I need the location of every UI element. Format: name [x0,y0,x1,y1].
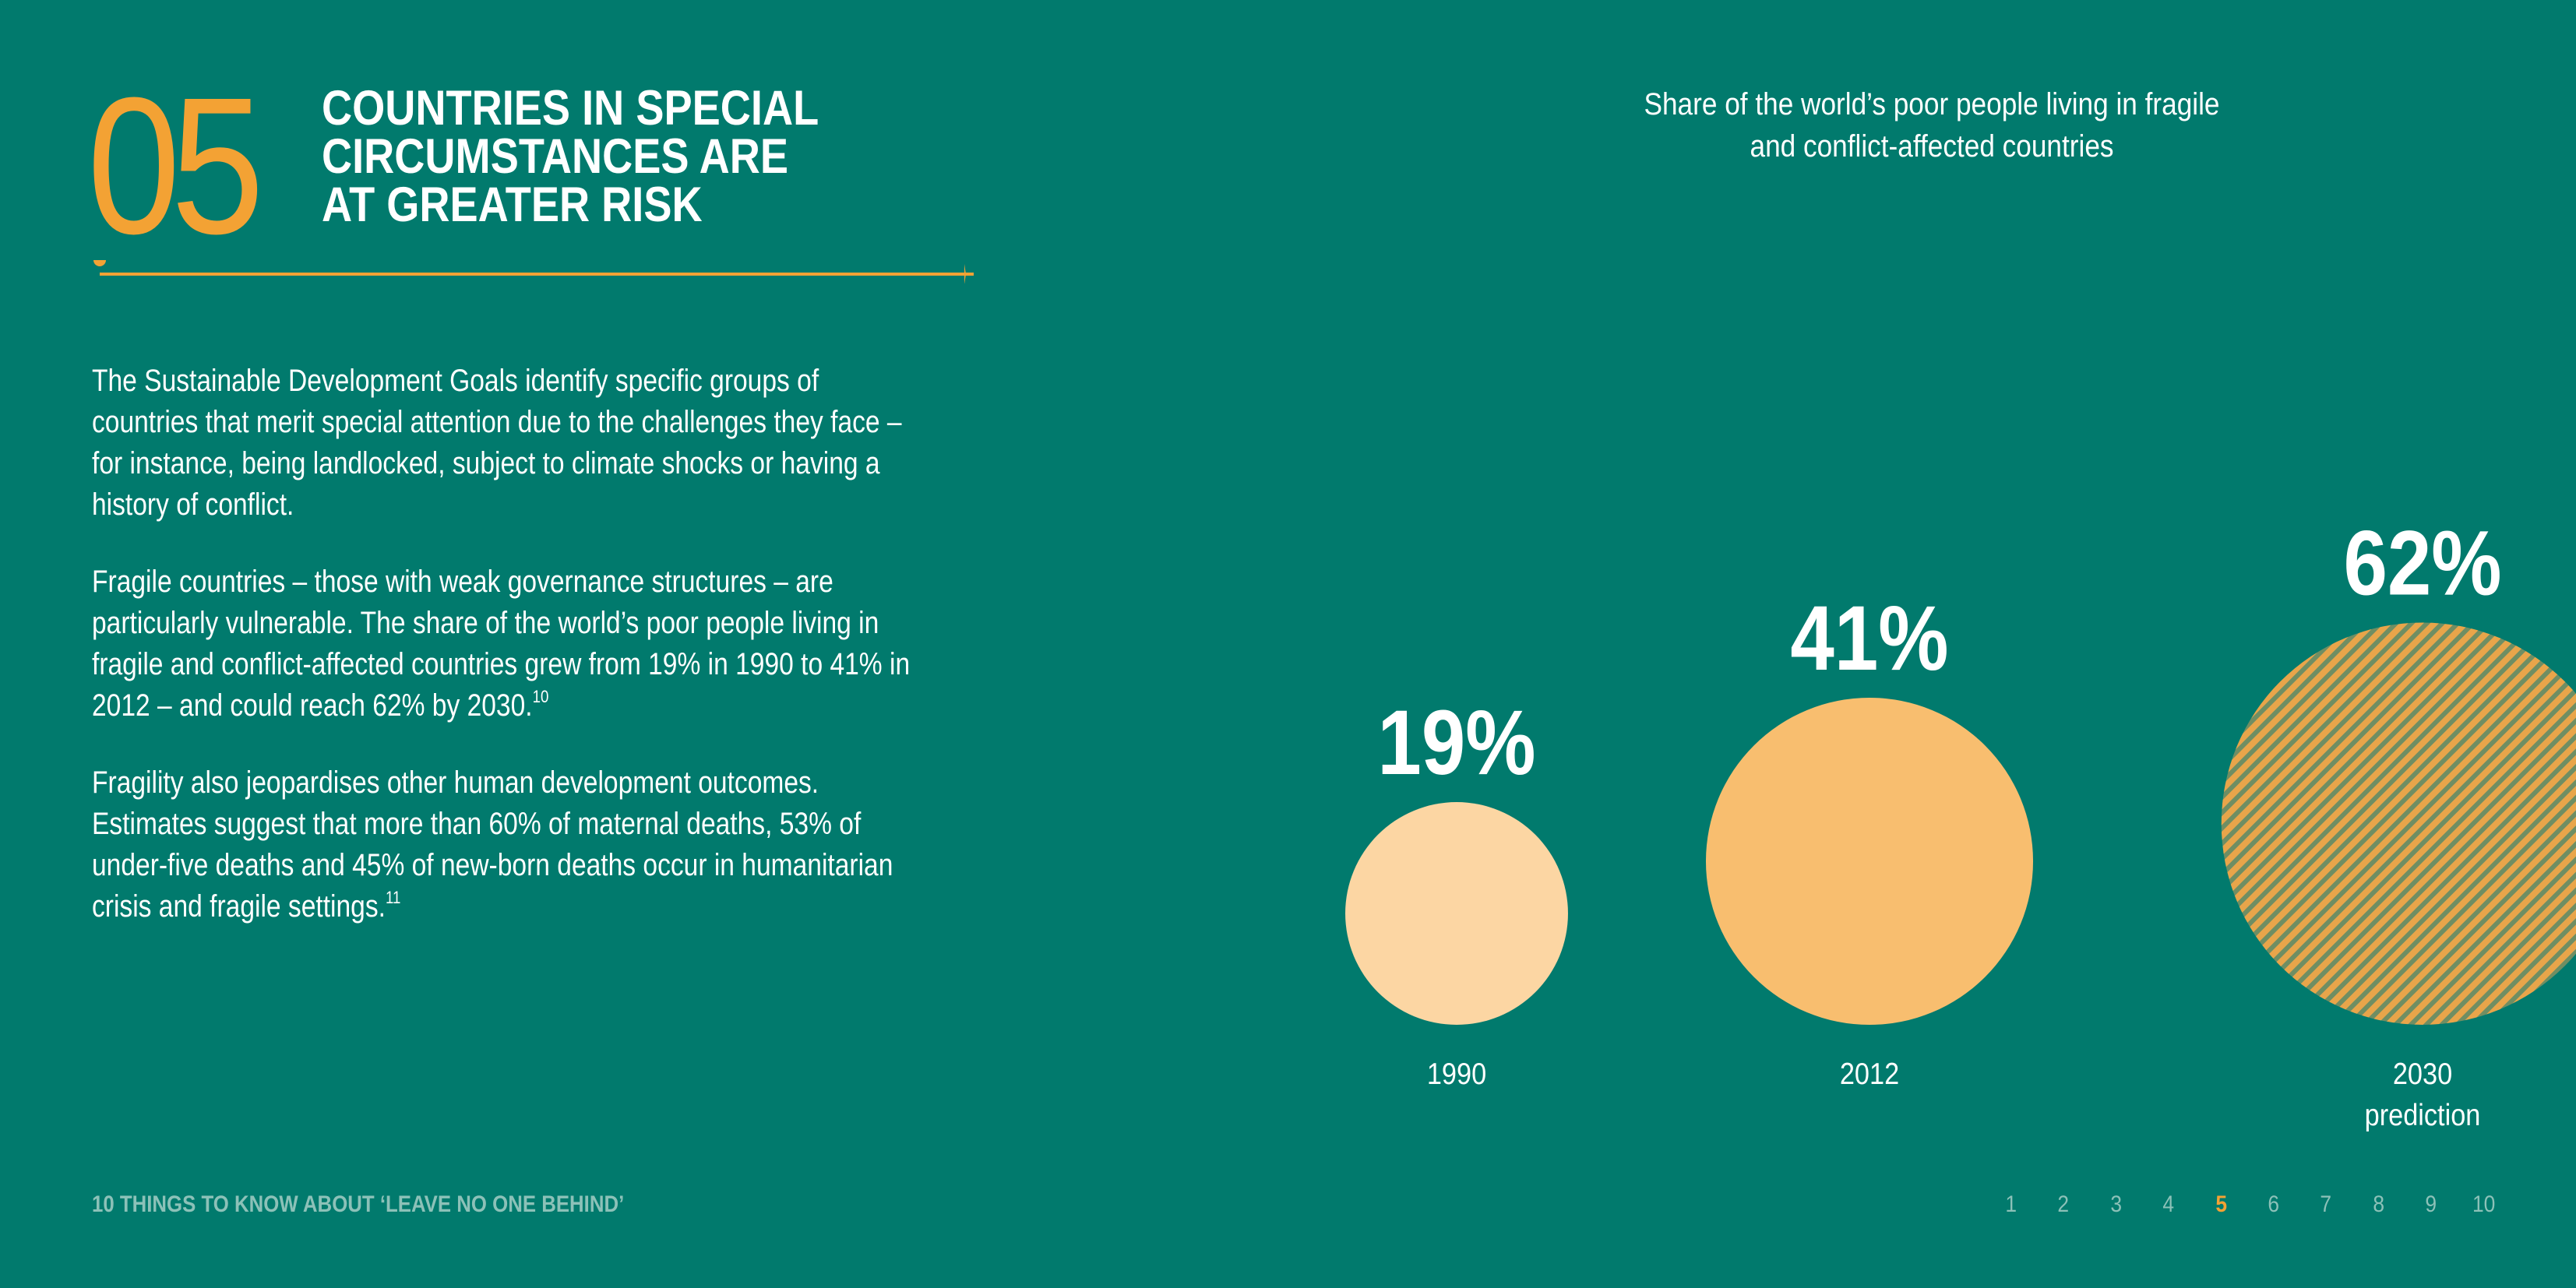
page-link-4[interactable]: 4 [2162,1191,2175,1217]
bubble-2 [2221,622,2576,1025]
body-paragraph-3-text: Fragility also jeopardises other human d… [92,765,893,924]
bubble-0 [1345,802,1568,1025]
headline-line: CIRCUMSTANCES ARE [322,129,789,184]
body-paragraph-2: Fragile countries – those with weak gove… [92,561,913,727]
page-link-2[interactable]: 2 [2057,1191,2070,1217]
page-link-7[interactable]: 7 [2320,1191,2332,1217]
page-link-10[interactable]: 10 [2472,1191,2495,1217]
page-link-9[interactable]: 9 [2425,1191,2437,1217]
body-paragraph-3: Fragility also jeopardises other human d… [92,762,913,927]
page-link-6[interactable]: 6 [2268,1191,2279,1217]
page-link-1[interactable]: 1 [2005,1191,2017,1217]
body-text: The Sustainable Development Goals identi… [92,361,913,963]
body-paragraph-2-text: Fragile countries – those with weak gove… [92,565,911,723]
page-link-3[interactable]: 3 [2110,1191,2122,1217]
footnote-ref-11: 11 [385,888,401,907]
value-label: 62% [2343,512,2501,614]
headline-line: COUNTRIES IN SPECIAL [322,81,819,135]
category-label: 2030 [2393,1057,2452,1091]
category-label: 1990 [1427,1057,1486,1091]
arrow-head-icon [964,264,966,283]
section-headline: COUNTRIES IN SPECIAL CIRCUMSTANCES ARE A… [322,81,819,232]
page-link-5[interactable]: 5 [2215,1191,2227,1217]
headline-line: AT GREATER RISK [322,178,703,232]
arrow-divider-dot [93,260,106,266]
value-label: 19% [1377,692,1535,794]
section-number: 05 [87,57,264,274]
footnote-ref-10: 10 [532,687,549,706]
footer-title: 10 THINGS TO KNOW ABOUT ‘LEAVE NO ONE BE… [92,1191,625,1217]
body-paragraph-1: The Sustainable Development Goals identi… [92,364,902,522]
value-label: 41% [1790,587,1948,690]
arrow-divider [93,260,974,283]
category-label: 2012 [1840,1057,1899,1091]
page-navigation: 1 2 3 4 5 6 7 8 9 10 [1985,1191,2510,1218]
category-label: prediction [2365,1098,2481,1132]
chart-title: Share of the world’s poor people living … [1644,87,2220,164]
bubble-1 [1705,697,2034,1025]
page-link-8[interactable]: 8 [2373,1191,2384,1217]
